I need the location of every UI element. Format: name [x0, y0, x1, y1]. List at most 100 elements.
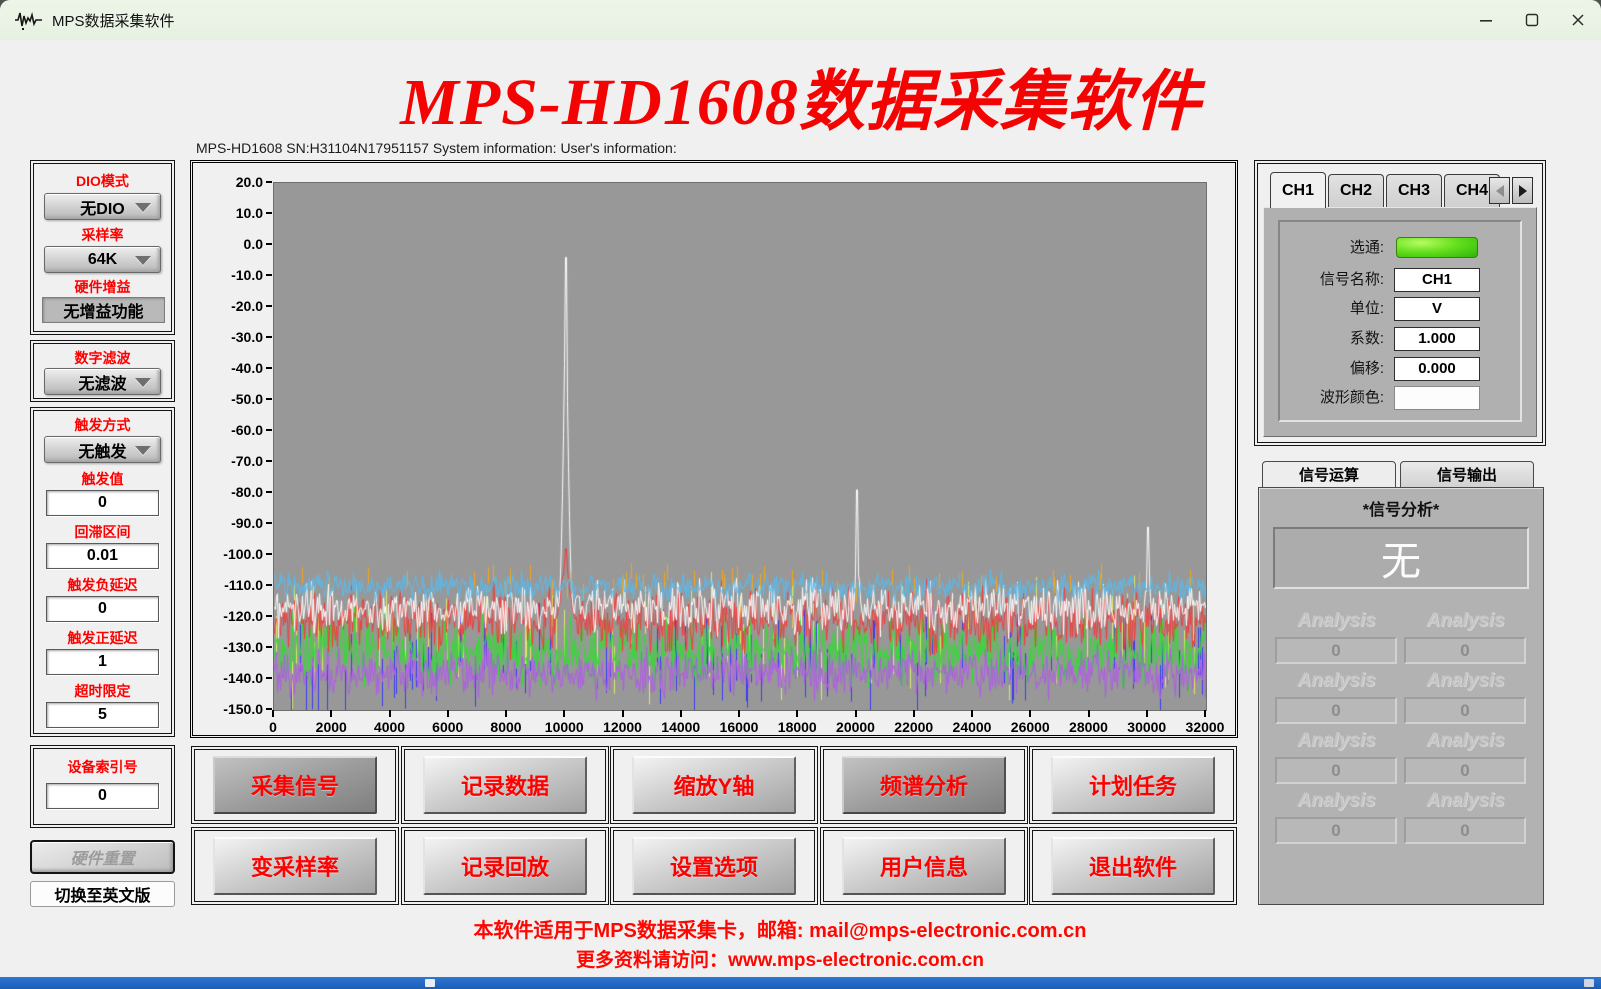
- taskbar-strip: [0, 977, 1601, 989]
- y-axis-tick: [266, 243, 272, 245]
- tab-scroll-right-button[interactable]: [1512, 177, 1533, 204]
- trigger-mode-dropdown[interactable]: 无触发: [44, 436, 161, 463]
- record-playback-button-frame: 记录回放: [401, 827, 609, 905]
- tab-ch1[interactable]: CH1: [1270, 172, 1326, 208]
- channel-config-panel: CH1 CH2 CH3 CH4 选通: 信号名称: CH1 单位: V 系数: 1.0…: [1254, 160, 1546, 446]
- trigger-pos-delay-input[interactable]: [46, 649, 159, 675]
- tab-signal-output[interactable]: 信号输出: [1400, 461, 1534, 488]
- analysis-value-box: 0: [1275, 697, 1397, 724]
- y-axis-tick: [266, 491, 272, 493]
- scale-y-axis-button[interactable]: 缩放Y轴: [632, 756, 796, 814]
- y-axis-tick: [266, 398, 272, 400]
- coefficient-label: 系数:: [1349, 330, 1384, 347]
- x-axis-tick: [330, 710, 333, 717]
- y-axis-tick: [266, 429, 272, 431]
- system-info-text: MPS-HD1608 SN:H31104N17951157 System inf…: [196, 140, 677, 156]
- scheduled-tasks-button[interactable]: 计划任务: [1051, 756, 1215, 814]
- user-info-button[interactable]: 用户信息: [842, 837, 1006, 895]
- waveform-color-label: 波形颜色:: [1319, 389, 1384, 406]
- x-axis-tick: [679, 710, 682, 717]
- close-button[interactable]: [1555, 0, 1601, 40]
- settings-options-button[interactable]: 设置选项: [632, 837, 796, 895]
- sample-rate-label: 采样率: [81, 227, 124, 243]
- sample-rate-dropdown[interactable]: 64K: [44, 246, 161, 273]
- digital-filter-dropdown[interactable]: 无滤波: [44, 368, 161, 395]
- chevron-down-icon: [135, 255, 151, 265]
- trigger-neg-delay-input[interactable]: [46, 596, 159, 622]
- acquire-signal-button[interactable]: 采集信号: [213, 756, 377, 814]
- channel-settings-group: [1278, 220, 1522, 422]
- trigger-neg-delay-label: 触发负延迟: [67, 577, 138, 593]
- footer-url-link[interactable]: www.mps-electronic.com.cn: [728, 950, 984, 971]
- y-axis-tick: [266, 584, 272, 586]
- trigger-value-label: 触发值: [81, 471, 124, 487]
- timeout-limit-input[interactable]: [46, 702, 159, 728]
- footer-line1-text: 本软件适用于MPS数据采集卡，邮箱:: [473, 920, 810, 942]
- channel-enable-led[interactable]: [1396, 237, 1478, 258]
- y-axis-label: -150.0: [223, 701, 263, 717]
- footer-email-link[interactable]: mail@mps-electronic.com.cn: [809, 920, 1087, 942]
- y-axis-label: -80.0: [231, 484, 263, 500]
- device-index-input[interactable]: [46, 783, 159, 809]
- x-axis-label: 16000: [719, 719, 759, 735]
- hysteresis-range-input[interactable]: [46, 543, 159, 569]
- footer-line2-text: 更多资料请访问：: [576, 950, 729, 971]
- dio-mode-dropdown[interactable]: 无DIO: [44, 193, 161, 220]
- unit-label: 单位:: [1349, 300, 1384, 317]
- x-axis-label: 2000: [315, 719, 347, 735]
- tab-ch2[interactable]: CH2: [1328, 174, 1384, 207]
- offset-field[interactable]: 0.000: [1394, 357, 1480, 381]
- x-axis-tick: [971, 710, 973, 717]
- change-sample-rate-button[interactable]: 变采样率: [213, 837, 377, 895]
- exit-software-button[interactable]: 退出软件: [1051, 837, 1215, 895]
- hardware-reset-button: 硬件重置: [30, 840, 175, 874]
- waveform-color-swatch[interactable]: [1394, 386, 1480, 410]
- x-axis-label: 18000: [777, 719, 817, 735]
- y-axis-label: -100.0: [223, 546, 263, 562]
- signal-name-field[interactable]: CH1: [1394, 268, 1480, 292]
- title-bar: MPS数据采集软件: [0, 0, 1601, 40]
- y-axis-label: -130.0: [223, 639, 263, 655]
- digital-filter-label: 数字滤波: [74, 350, 131, 366]
- y-axis-label: -40.0: [231, 360, 263, 376]
- y-axis-label: 10.0: [235, 205, 263, 221]
- analysis-label: Analysis: [1426, 670, 1505, 691]
- dio-panel: DIO模式 无DIO 采样率 64K 硬件增益 无增益功能: [30, 160, 175, 335]
- spectrum-plot-canvas[interactable]: [273, 182, 1207, 711]
- hardware-gain-display: 无增益功能: [42, 297, 165, 323]
- signal-name-label: 信号名称:: [1319, 271, 1384, 288]
- spectrum-chart: 20.0 10.0 0.0 -10.0 -20.0 -30.0 -40.0 -50.0 -60.…: [190, 160, 1238, 738]
- trigger-mode-label: 触发方式: [74, 417, 131, 433]
- analysis-value-box: 0: [1404, 757, 1526, 784]
- unit-field[interactable]: V: [1394, 297, 1480, 321]
- taskbar-tray-icon[interactable]: [1584, 979, 1594, 987]
- record-playback-button[interactable]: 记录回放: [423, 837, 587, 895]
- record-data-button[interactable]: 记录数据: [423, 756, 587, 814]
- tab-signal-compute[interactable]: 信号运算: [1262, 461, 1396, 488]
- maximize-button[interactable]: [1509, 0, 1555, 40]
- analysis-value-box: 0: [1404, 637, 1526, 664]
- x-axis-tick: [1145, 710, 1148, 717]
- y-axis-label: -70.0: [231, 453, 263, 469]
- analysis-label: Analysis: [1426, 790, 1505, 811]
- x-axis-tick: [563, 710, 566, 717]
- analysis-label: Analysis: [1297, 610, 1376, 631]
- trigger-panel: 触发方式 无触发 触发值回滞区间触发负延迟触发正延迟超时限定: [30, 407, 175, 737]
- switch-language-button[interactable]: 切换至英文版: [30, 881, 175, 907]
- taskbar-app-icon[interactable]: [425, 979, 435, 987]
- spectrum-analysis-button[interactable]: 频谱分析: [842, 756, 1006, 814]
- x-axis-label: 10000: [544, 719, 584, 735]
- analysis-label: Analysis: [1426, 610, 1505, 631]
- tab-scroll-left-button[interactable]: [1489, 177, 1510, 204]
- x-axis-tick: [796, 710, 799, 717]
- digital-filter-panel: 数字滤波 无滤波: [30, 340, 175, 402]
- tab-ch3[interactable]: CH3: [1386, 174, 1442, 207]
- minimize-button[interactable]: [1463, 0, 1509, 40]
- trigger-value-input[interactable]: [46, 490, 159, 516]
- analysis-selector[interactable]: 无: [1273, 527, 1529, 589]
- x-axis-tick: [621, 710, 624, 717]
- coefficient-field[interactable]: 1.000: [1394, 327, 1480, 351]
- analysis-label: Analysis: [1426, 730, 1505, 751]
- settings-options-button-frame: 设置选项: [610, 827, 818, 905]
